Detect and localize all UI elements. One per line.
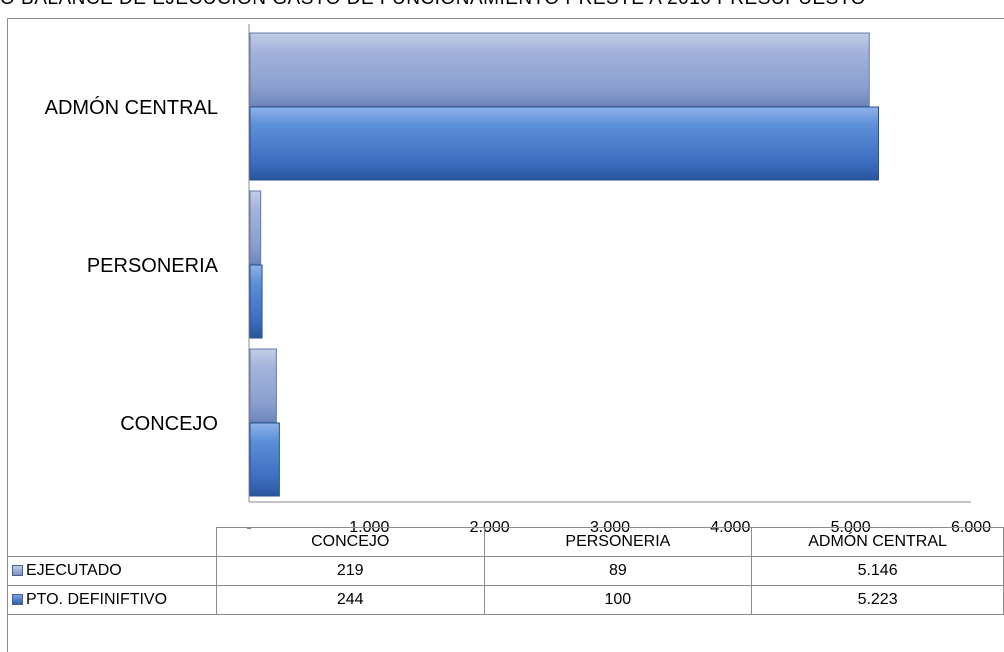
legend-swatch-ejecutado bbox=[12, 565, 23, 576]
bar-ejecutado-adm-n-central bbox=[249, 32, 870, 107]
table-cell: 89 bbox=[483, 556, 753, 586]
table-corner bbox=[7, 527, 217, 557]
bar-pto-definiftivo-concejo bbox=[249, 422, 280, 497]
data-table: CONCEJO PERSONERIA ADMÓN CENTRAL EJECUTA… bbox=[7, 527, 1004, 615]
table-header-row: CONCEJO PERSONERIA ADMÓN CENTRAL bbox=[7, 527, 1004, 557]
category-label: PERSONERIA bbox=[87, 255, 219, 277]
bar-pto-definiftivo-personeria bbox=[249, 264, 263, 339]
bar-pto-definiftivo-adm-n-central bbox=[249, 106, 880, 181]
bar-ejecutado-concejo bbox=[249, 348, 277, 423]
legend-label: EJECUTADO bbox=[26, 562, 122, 579]
table-col-header: CONCEJO bbox=[215, 527, 485, 557]
category-label: ADMÓN CENTRAL bbox=[45, 96, 218, 119]
table-row: EJECUTADO 219 89 5.146 bbox=[7, 556, 1004, 586]
table-row: PTO. DEFINIFTIVO 244 100 5.223 bbox=[7, 585, 1004, 615]
chart-title: O BALANCE DE EJECUCION GASTO DE FUNCIONA… bbox=[0, 0, 1004, 10]
table-cell: 5.146 bbox=[751, 556, 1004, 586]
table-cell: 5.223 bbox=[751, 585, 1004, 615]
category-label: CONCEJO bbox=[120, 413, 218, 435]
table-row-header: PTO. DEFINIFTIVO bbox=[7, 585, 217, 615]
table-cell: 219 bbox=[215, 556, 485, 586]
legend-label: PTO. DEFINIFTIVO bbox=[26, 591, 168, 608]
table-row-header: EJECUTADO bbox=[7, 556, 217, 586]
table-col-header: ADMÓN CENTRAL bbox=[751, 527, 1004, 557]
bar-ejecutado-personeria bbox=[249, 190, 262, 265]
table-col-header: PERSONERIA bbox=[483, 527, 753, 557]
table-cell: 244 bbox=[215, 585, 485, 615]
table-cell: 100 bbox=[483, 585, 753, 615]
chart-frame bbox=[7, 18, 1004, 652]
legend-swatch-pto-definitivo bbox=[12, 594, 23, 605]
